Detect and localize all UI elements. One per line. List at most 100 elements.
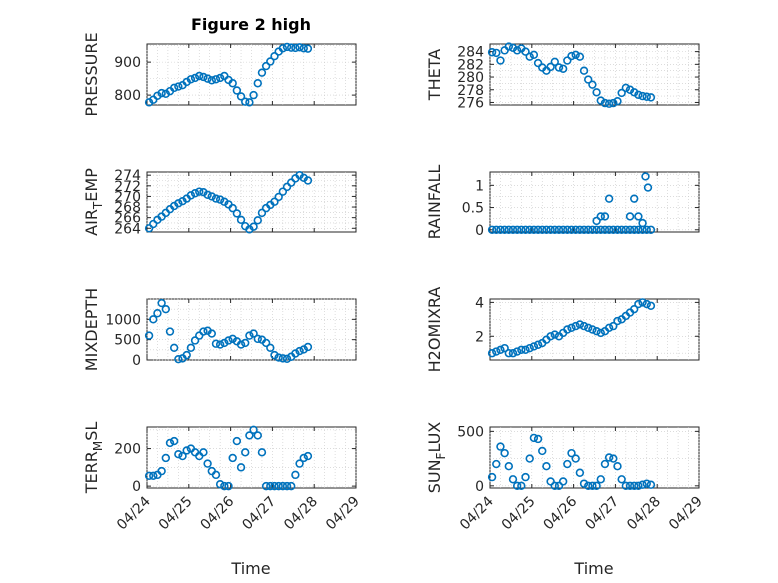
data-point [512, 225, 522, 234]
data-point [613, 316, 622, 326]
data-point [190, 189, 200, 198]
data-point [303, 342, 313, 352]
figure-title: Figure 2 high [191, 15, 311, 34]
y-tick-label: 0.5 [462, 201, 484, 217]
subplot-8: 0 500 04/24 04/25 04/26 04/27 04/28 04/29 SUNFLU… [425, 422, 706, 534]
data-point [584, 75, 593, 84]
data-point [550, 330, 559, 339]
x-tick-label: 04/25 [499, 494, 539, 534]
data-point [199, 327, 208, 336]
data-point [165, 438, 175, 448]
data-point [270, 197, 279, 206]
data-point [571, 50, 580, 60]
data-point [492, 347, 501, 356]
data-point [641, 172, 650, 181]
data-point [211, 194, 221, 203]
data-point [149, 315, 158, 324]
data-point [517, 225, 526, 234]
data-point [592, 481, 601, 491]
data-point [169, 436, 179, 446]
y-tick-label: 500 [114, 333, 141, 349]
data-point [646, 225, 656, 234]
data-point [266, 57, 275, 66]
data-point [592, 225, 601, 234]
subplot-1: 800 900 PRESSURE [82, 32, 357, 117]
data-point [182, 350, 191, 360]
data-point [638, 218, 647, 228]
data-point [517, 481, 526, 491]
y-tick-label: 278 [457, 83, 484, 99]
subplot-6: 2 4 H2OMIXRA [425, 287, 700, 373]
data-point [211, 75, 221, 84]
data-point [609, 454, 618, 463]
y-axis-label: RAINFALL [425, 165, 444, 240]
data-point [613, 225, 622, 234]
data-point [558, 225, 568, 234]
data-point [169, 83, 179, 93]
data-point [228, 203, 237, 213]
data-point [178, 451, 187, 461]
data-point [575, 225, 585, 234]
data-series [144, 42, 313, 107]
y-tick-label: 0 [475, 479, 484, 495]
data-series [487, 172, 656, 234]
data-series [144, 298, 313, 364]
data-point [646, 301, 656, 310]
y-axis-label: H2OMIXRA [425, 287, 444, 373]
data-point [270, 51, 279, 61]
data-point [299, 345, 308, 354]
data-point [546, 332, 555, 341]
data-point [588, 80, 597, 89]
y-axis-label: MIXDEPTH [82, 288, 101, 371]
data-point [542, 225, 551, 234]
data-point [144, 471, 154, 480]
x-tick-label: 04/29 [666, 494, 706, 534]
y-tick-label: 2 [475, 329, 484, 345]
data-point [542, 462, 551, 471]
data-point [303, 176, 313, 185]
data-point [571, 321, 580, 331]
data-point [287, 178, 296, 187]
data-point [249, 222, 258, 231]
data-point [588, 325, 597, 334]
data-point [282, 182, 292, 192]
data-point [604, 194, 614, 203]
data-point [642, 92, 651, 101]
data-point [567, 323, 576, 333]
data-point [533, 58, 543, 68]
data-point [567, 51, 576, 61]
data-point [236, 215, 246, 224]
data-point [504, 462, 514, 471]
data-point [274, 192, 283, 202]
data-point [203, 190, 212, 200]
x-axis-label-right: Time [573, 559, 613, 578]
data-point [203, 459, 212, 468]
data-point [186, 191, 196, 200]
data-point [161, 304, 171, 314]
data-point [517, 345, 526, 355]
data-point [563, 325, 572, 334]
data-point [642, 299, 651, 309]
x-tick-label: 04/26 [541, 493, 581, 533]
data-point [207, 329, 216, 338]
data-point [174, 450, 183, 459]
data-point [529, 50, 539, 60]
data-point [625, 481, 635, 491]
data-point [546, 225, 555, 234]
data-point [634, 481, 643, 491]
data-point [558, 477, 568, 486]
data-point [638, 480, 647, 489]
data-point [186, 75, 196, 84]
y-tick-label: 200 [114, 442, 141, 458]
data-point [563, 225, 572, 234]
data-point [215, 73, 225, 83]
data-point [579, 479, 589, 488]
data-point [579, 225, 589, 234]
y-tick-label: 800 [114, 88, 141, 104]
data-series [144, 170, 313, 234]
data-point [617, 475, 626, 484]
data-point [521, 345, 530, 355]
data-point [533, 434, 543, 444]
